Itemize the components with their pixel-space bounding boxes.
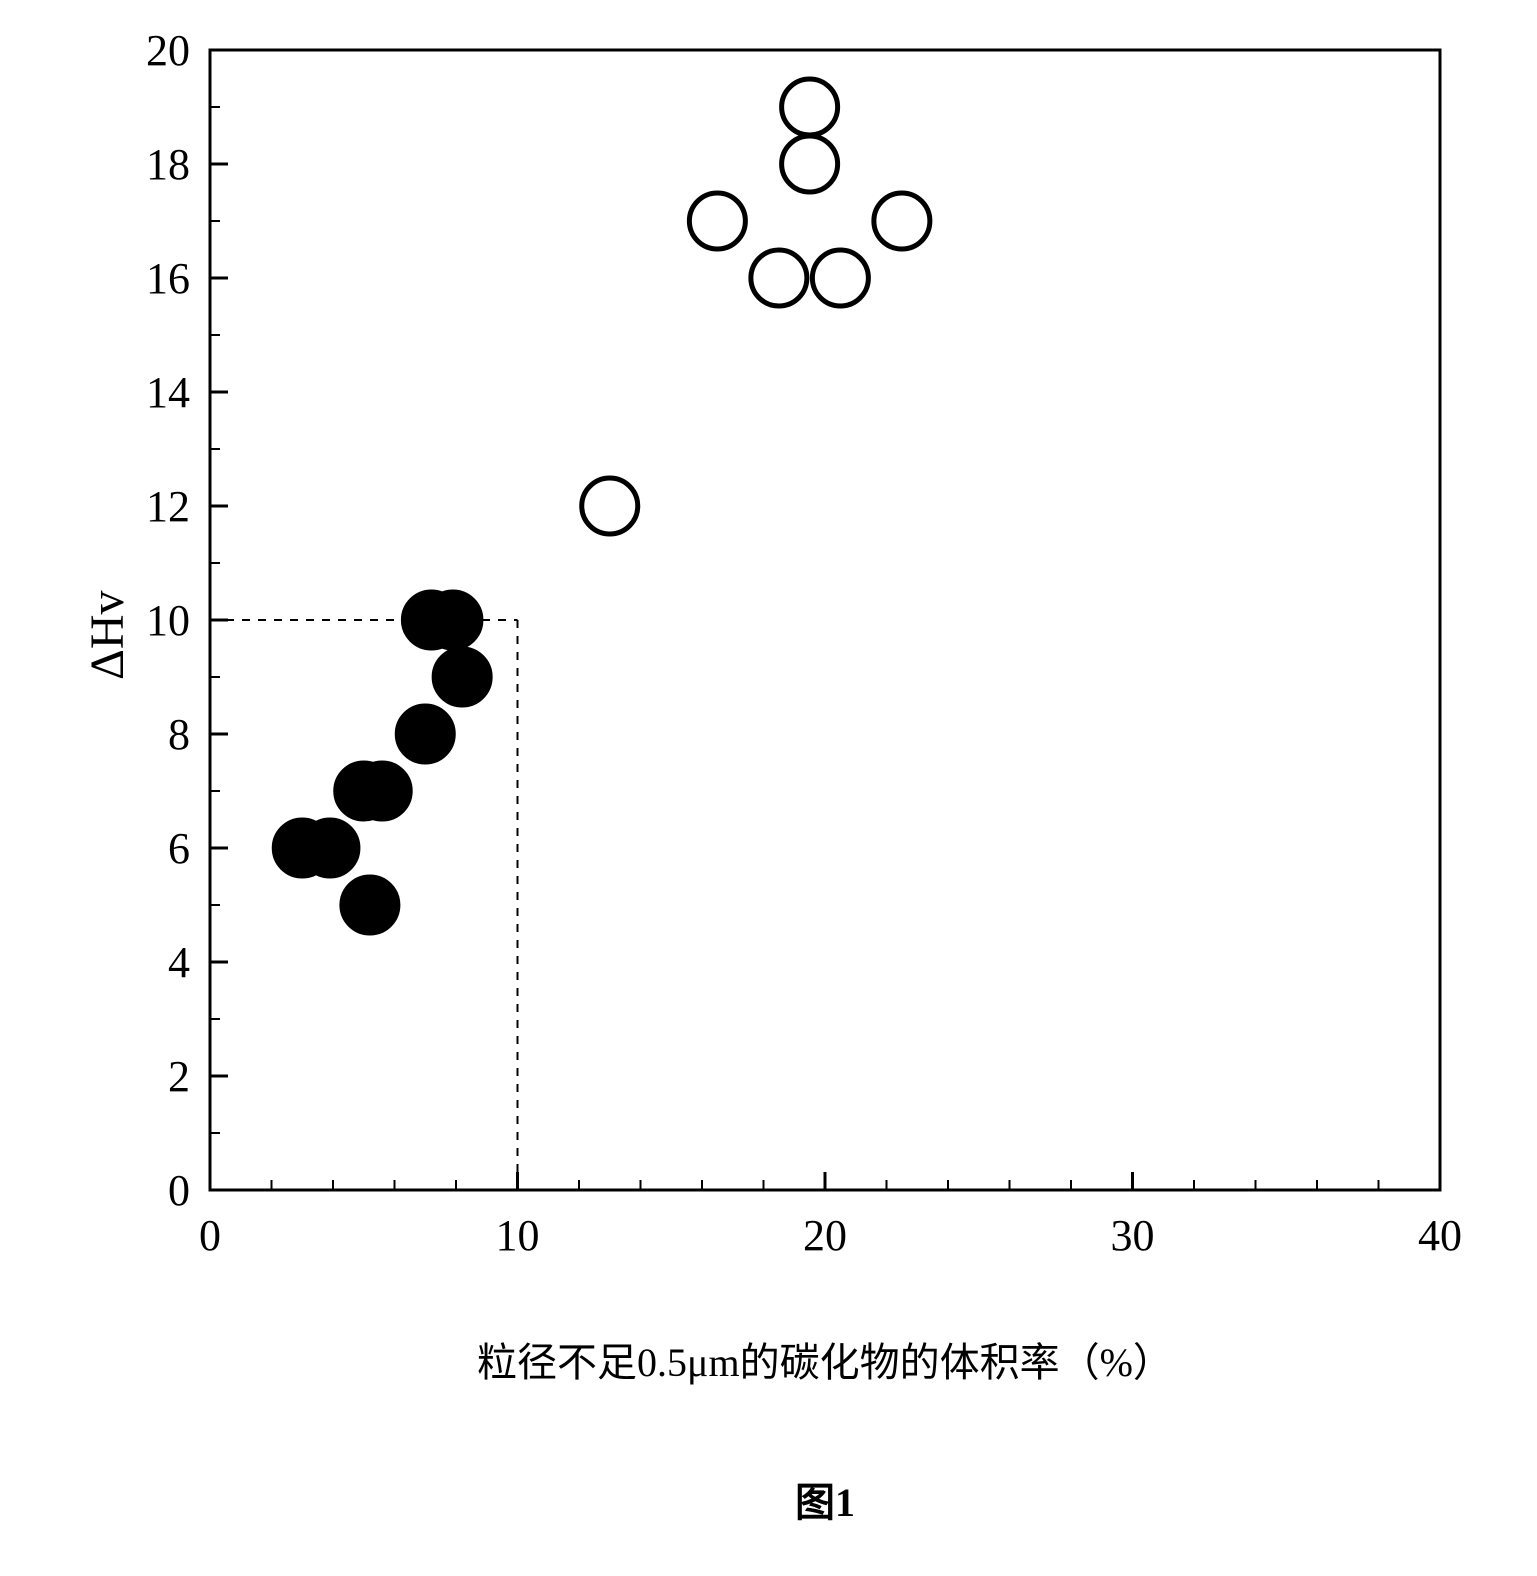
- y-tick-label: 18: [146, 140, 190, 189]
- x-axis-label: 粒径不足0.5μm的碳化物的体积率（%）: [210, 1330, 1440, 1388]
- figure-caption: 图1: [210, 1470, 1440, 1528]
- y-tick-label: 14: [146, 368, 190, 417]
- data-point-filled: [425, 592, 481, 648]
- x-tick-label: 10: [496, 1211, 540, 1260]
- y-tick-label: 20: [146, 26, 190, 75]
- data-point-filled: [397, 706, 453, 762]
- y-tick-label: 0: [168, 1166, 190, 1215]
- data-point-filled: [354, 763, 410, 819]
- data-point-filled: [342, 877, 398, 933]
- y-tick-label: 2: [168, 1052, 190, 1101]
- y-axis-label: ΔHv: [80, 590, 135, 680]
- y-tick-label: 4: [168, 938, 190, 987]
- x-tick-label: 40: [1418, 1211, 1462, 1260]
- x-tick-label: 20: [803, 1211, 847, 1260]
- y-tick-label: 6: [168, 824, 190, 873]
- x-tick-label: 30: [1111, 1211, 1155, 1260]
- data-point-filled: [434, 649, 490, 705]
- x-tick-label: 0: [199, 1211, 221, 1260]
- y-tick-label: 10: [146, 596, 190, 645]
- y-tick-label: 16: [146, 254, 190, 303]
- y-tick-label: 8: [168, 710, 190, 759]
- data-point-filled: [302, 820, 358, 876]
- y-tick-label: 12: [146, 482, 190, 531]
- figure-container: 0 10 20 30 40 0 2 4 6 8 10 12 14 16 18 20 ΔHv 粒径不足0.5μm…: [0, 0, 1537, 1576]
